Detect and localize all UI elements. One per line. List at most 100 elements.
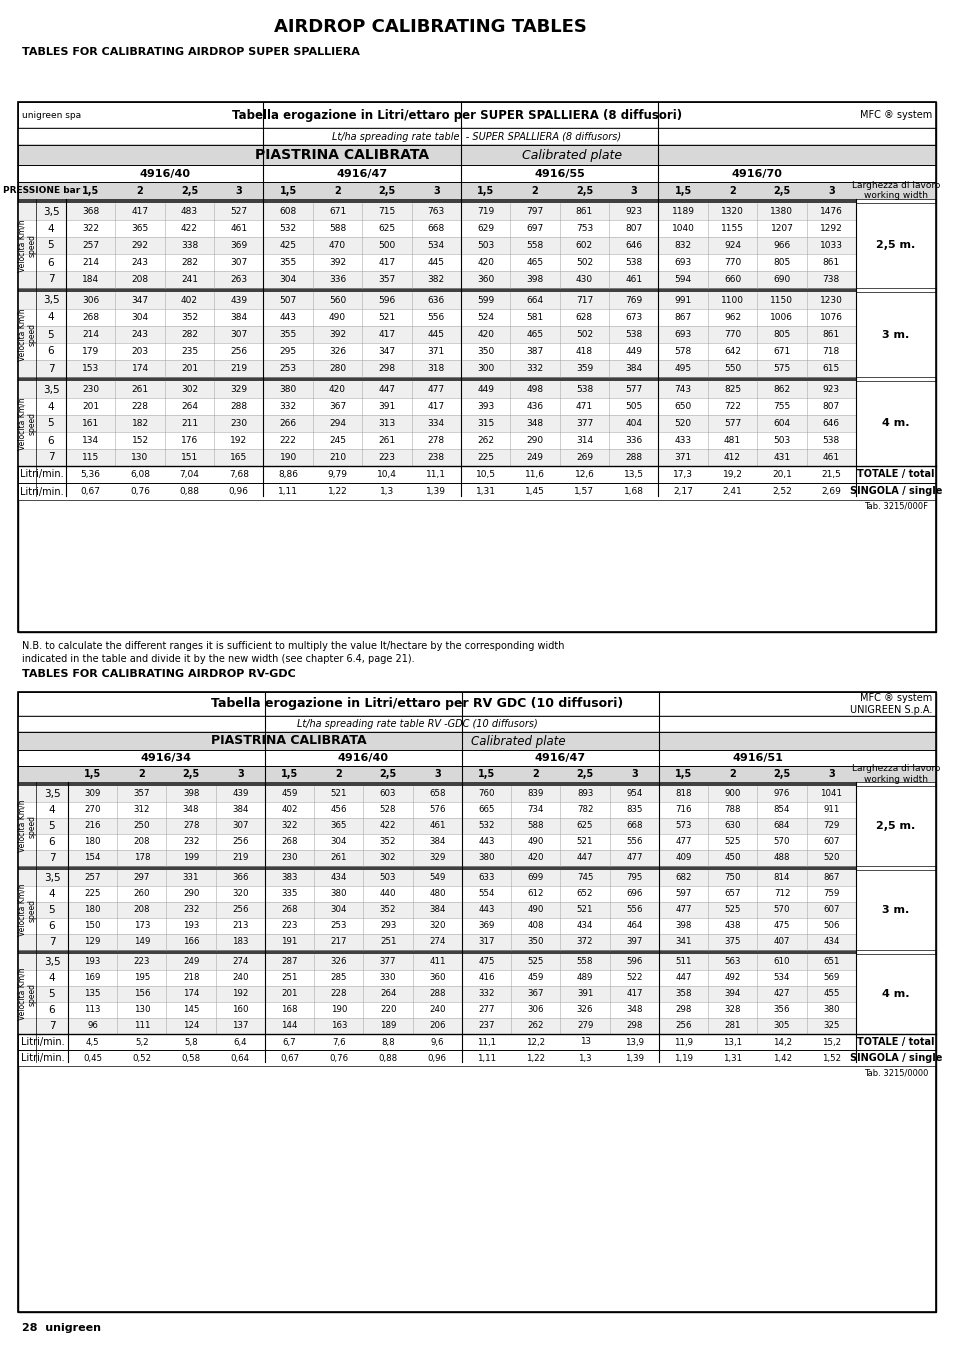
Text: 371: 371 xyxy=(427,347,444,356)
Text: 599: 599 xyxy=(476,296,494,305)
Text: 357: 357 xyxy=(378,275,395,284)
Text: 298: 298 xyxy=(378,364,395,373)
Text: 923: 923 xyxy=(624,207,641,216)
Bar xyxy=(18,292,855,309)
Text: 302: 302 xyxy=(379,853,395,863)
Text: 471: 471 xyxy=(576,402,593,410)
Text: 190: 190 xyxy=(279,454,296,462)
Text: 1,11: 1,11 xyxy=(278,487,298,495)
Text: 295: 295 xyxy=(279,347,296,356)
Text: TOTALE / total: TOTALE / total xyxy=(857,470,934,479)
Text: 156: 156 xyxy=(133,990,150,999)
Text: 500: 500 xyxy=(378,242,395,250)
Text: 578: 578 xyxy=(674,347,691,356)
Text: 629: 629 xyxy=(476,224,494,234)
Text: 521: 521 xyxy=(577,837,593,846)
Text: 314: 314 xyxy=(576,436,593,446)
Text: Litri/min.: Litri/min. xyxy=(21,1037,65,1048)
Text: 6,08: 6,08 xyxy=(130,470,150,479)
Text: 0,96: 0,96 xyxy=(229,487,249,495)
Bar xyxy=(18,802,855,818)
Text: 489: 489 xyxy=(577,973,593,983)
Text: 954: 954 xyxy=(625,790,642,798)
Text: 520: 520 xyxy=(822,853,839,863)
Bar xyxy=(18,483,935,499)
Text: 144: 144 xyxy=(281,1022,297,1030)
Text: Litri/min.: Litri/min. xyxy=(20,486,64,497)
Text: 6: 6 xyxy=(48,347,54,356)
Text: 280: 280 xyxy=(329,364,346,373)
Text: 3: 3 xyxy=(827,769,834,779)
Text: Tab. 3215/000F: Tab. 3215/000F xyxy=(863,501,927,510)
Bar xyxy=(18,850,855,865)
Text: 2: 2 xyxy=(334,185,340,196)
Text: 1,22: 1,22 xyxy=(327,487,347,495)
Text: 2,52: 2,52 xyxy=(771,487,791,495)
Text: 795: 795 xyxy=(625,873,642,883)
Text: 257: 257 xyxy=(84,873,101,883)
Text: 235: 235 xyxy=(181,347,198,356)
Text: 445: 445 xyxy=(427,258,444,267)
Text: 3,5: 3,5 xyxy=(43,207,59,216)
Text: 4,5: 4,5 xyxy=(86,1038,99,1046)
Text: 5: 5 xyxy=(49,821,55,832)
Text: 2,41: 2,41 xyxy=(722,487,741,495)
Text: 393: 393 xyxy=(476,402,494,410)
Text: Larghezza di lavoro
working width: Larghezza di lavoro working width xyxy=(851,764,940,784)
Text: 261: 261 xyxy=(331,853,347,863)
Text: 154: 154 xyxy=(84,853,101,863)
Text: 219: 219 xyxy=(230,364,247,373)
Text: 208: 208 xyxy=(133,837,150,846)
Text: 506: 506 xyxy=(822,922,839,930)
Text: 180: 180 xyxy=(84,906,101,914)
Text: 461: 461 xyxy=(429,822,445,830)
Text: 569: 569 xyxy=(822,973,839,983)
Text: 893: 893 xyxy=(577,790,593,798)
Text: 356: 356 xyxy=(773,1006,789,1014)
Text: 495: 495 xyxy=(674,364,691,373)
Text: 243: 243 xyxy=(132,258,149,267)
Text: 222: 222 xyxy=(279,436,296,446)
Text: 278: 278 xyxy=(427,436,444,446)
Text: 293: 293 xyxy=(379,922,395,930)
Text: 4916/47: 4916/47 xyxy=(535,753,585,763)
Text: 1,11: 1,11 xyxy=(476,1053,496,1062)
Text: 358: 358 xyxy=(675,990,691,999)
Text: 459: 459 xyxy=(527,973,543,983)
Bar xyxy=(18,902,855,918)
Text: 805: 805 xyxy=(773,329,790,339)
Text: 129: 129 xyxy=(85,937,101,946)
Text: 9,6: 9,6 xyxy=(430,1038,444,1046)
Text: 152: 152 xyxy=(132,436,149,446)
Text: 304: 304 xyxy=(331,906,347,914)
Text: 210: 210 xyxy=(329,454,346,462)
Text: 521: 521 xyxy=(577,906,593,914)
Text: indicated in the table and divide it by the new width (see chapter 6.4, page 21): indicated in the table and divide it by … xyxy=(22,653,415,664)
Bar xyxy=(18,414,855,432)
Text: 2: 2 xyxy=(531,185,537,196)
Text: 4: 4 xyxy=(48,401,54,412)
Text: 260: 260 xyxy=(133,890,150,899)
Text: 1,52: 1,52 xyxy=(821,1053,840,1062)
Text: 14,2: 14,2 xyxy=(772,1038,791,1046)
Text: 5: 5 xyxy=(48,418,54,428)
Text: 404: 404 xyxy=(624,418,641,428)
Text: 298: 298 xyxy=(625,1022,642,1030)
Text: 371: 371 xyxy=(674,454,691,462)
Text: 331: 331 xyxy=(183,873,199,883)
Bar xyxy=(855,381,935,466)
Bar xyxy=(18,716,935,732)
Text: 287: 287 xyxy=(281,957,297,967)
Text: 759: 759 xyxy=(822,890,839,899)
Text: 352: 352 xyxy=(379,837,395,846)
Text: 722: 722 xyxy=(723,402,740,410)
Text: 347: 347 xyxy=(378,347,395,356)
Text: 387: 387 xyxy=(526,347,543,356)
Text: 183: 183 xyxy=(232,937,249,946)
Text: 5,36: 5,36 xyxy=(81,470,101,479)
Text: 19,2: 19,2 xyxy=(721,470,741,479)
Text: 417: 417 xyxy=(427,402,444,410)
Text: 755: 755 xyxy=(773,402,790,410)
Text: 560: 560 xyxy=(329,296,346,305)
Text: 249: 249 xyxy=(183,957,199,967)
